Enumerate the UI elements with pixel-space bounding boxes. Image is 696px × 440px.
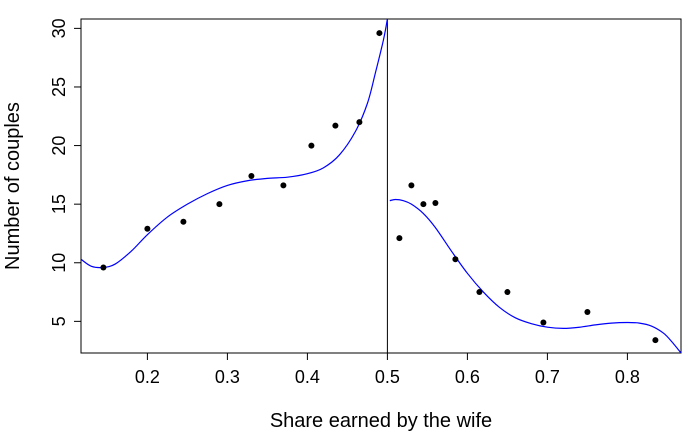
- y-axis-label: Number of couples: [2, 102, 24, 270]
- data-points: [100, 30, 659, 344]
- y-tick-label: 5: [49, 316, 69, 326]
- data-point: [432, 199, 439, 206]
- data-point: [584, 308, 591, 315]
- data-point: [180, 218, 187, 225]
- data-point: [476, 289, 483, 296]
- x-tick-label: 0.4: [295, 367, 320, 387]
- plot-frame: [80, 18, 682, 354]
- x-tick-label: 0.5: [375, 367, 400, 387]
- data-point: [420, 201, 427, 208]
- y-tick-label: 25: [49, 77, 69, 97]
- data-point: [100, 264, 107, 271]
- data-point: [144, 225, 151, 232]
- y-tick-label: 10: [49, 253, 69, 273]
- data-point: [376, 30, 383, 37]
- data-point: [332, 122, 339, 129]
- y-tick-label: 20: [49, 136, 69, 156]
- data-point: [280, 182, 287, 189]
- data-point: [216, 201, 223, 208]
- data-point: [652, 337, 659, 344]
- y-tick-label: 30: [49, 18, 69, 38]
- y-tick-label: 15: [49, 194, 69, 214]
- x-tick-label: 0.6: [455, 367, 480, 387]
- data-point: [248, 173, 255, 180]
- fit-curve-left: [81, 19, 388, 269]
- x-tick-label: 0.2: [135, 367, 160, 387]
- x-axis-label: Share earned by the wife: [270, 410, 492, 432]
- x-axis: 0.2 0.3 0.4 0.5 0.6 0.7 0.8: [135, 353, 640, 387]
- fit-curve-right: [389, 198, 681, 353]
- data-point: [356, 119, 363, 126]
- data-point: [408, 182, 415, 189]
- x-tick-label: 0.3: [215, 367, 240, 387]
- data-point: [396, 235, 403, 242]
- data-point: [308, 142, 315, 149]
- x-tick-label: 0.7: [535, 367, 560, 387]
- data-point: [504, 289, 511, 296]
- data-point: [540, 319, 547, 326]
- data-point: [452, 256, 459, 263]
- y-axis: 5 10 15 20 25 30: [49, 18, 81, 326]
- x-tick-label: 0.8: [615, 367, 640, 387]
